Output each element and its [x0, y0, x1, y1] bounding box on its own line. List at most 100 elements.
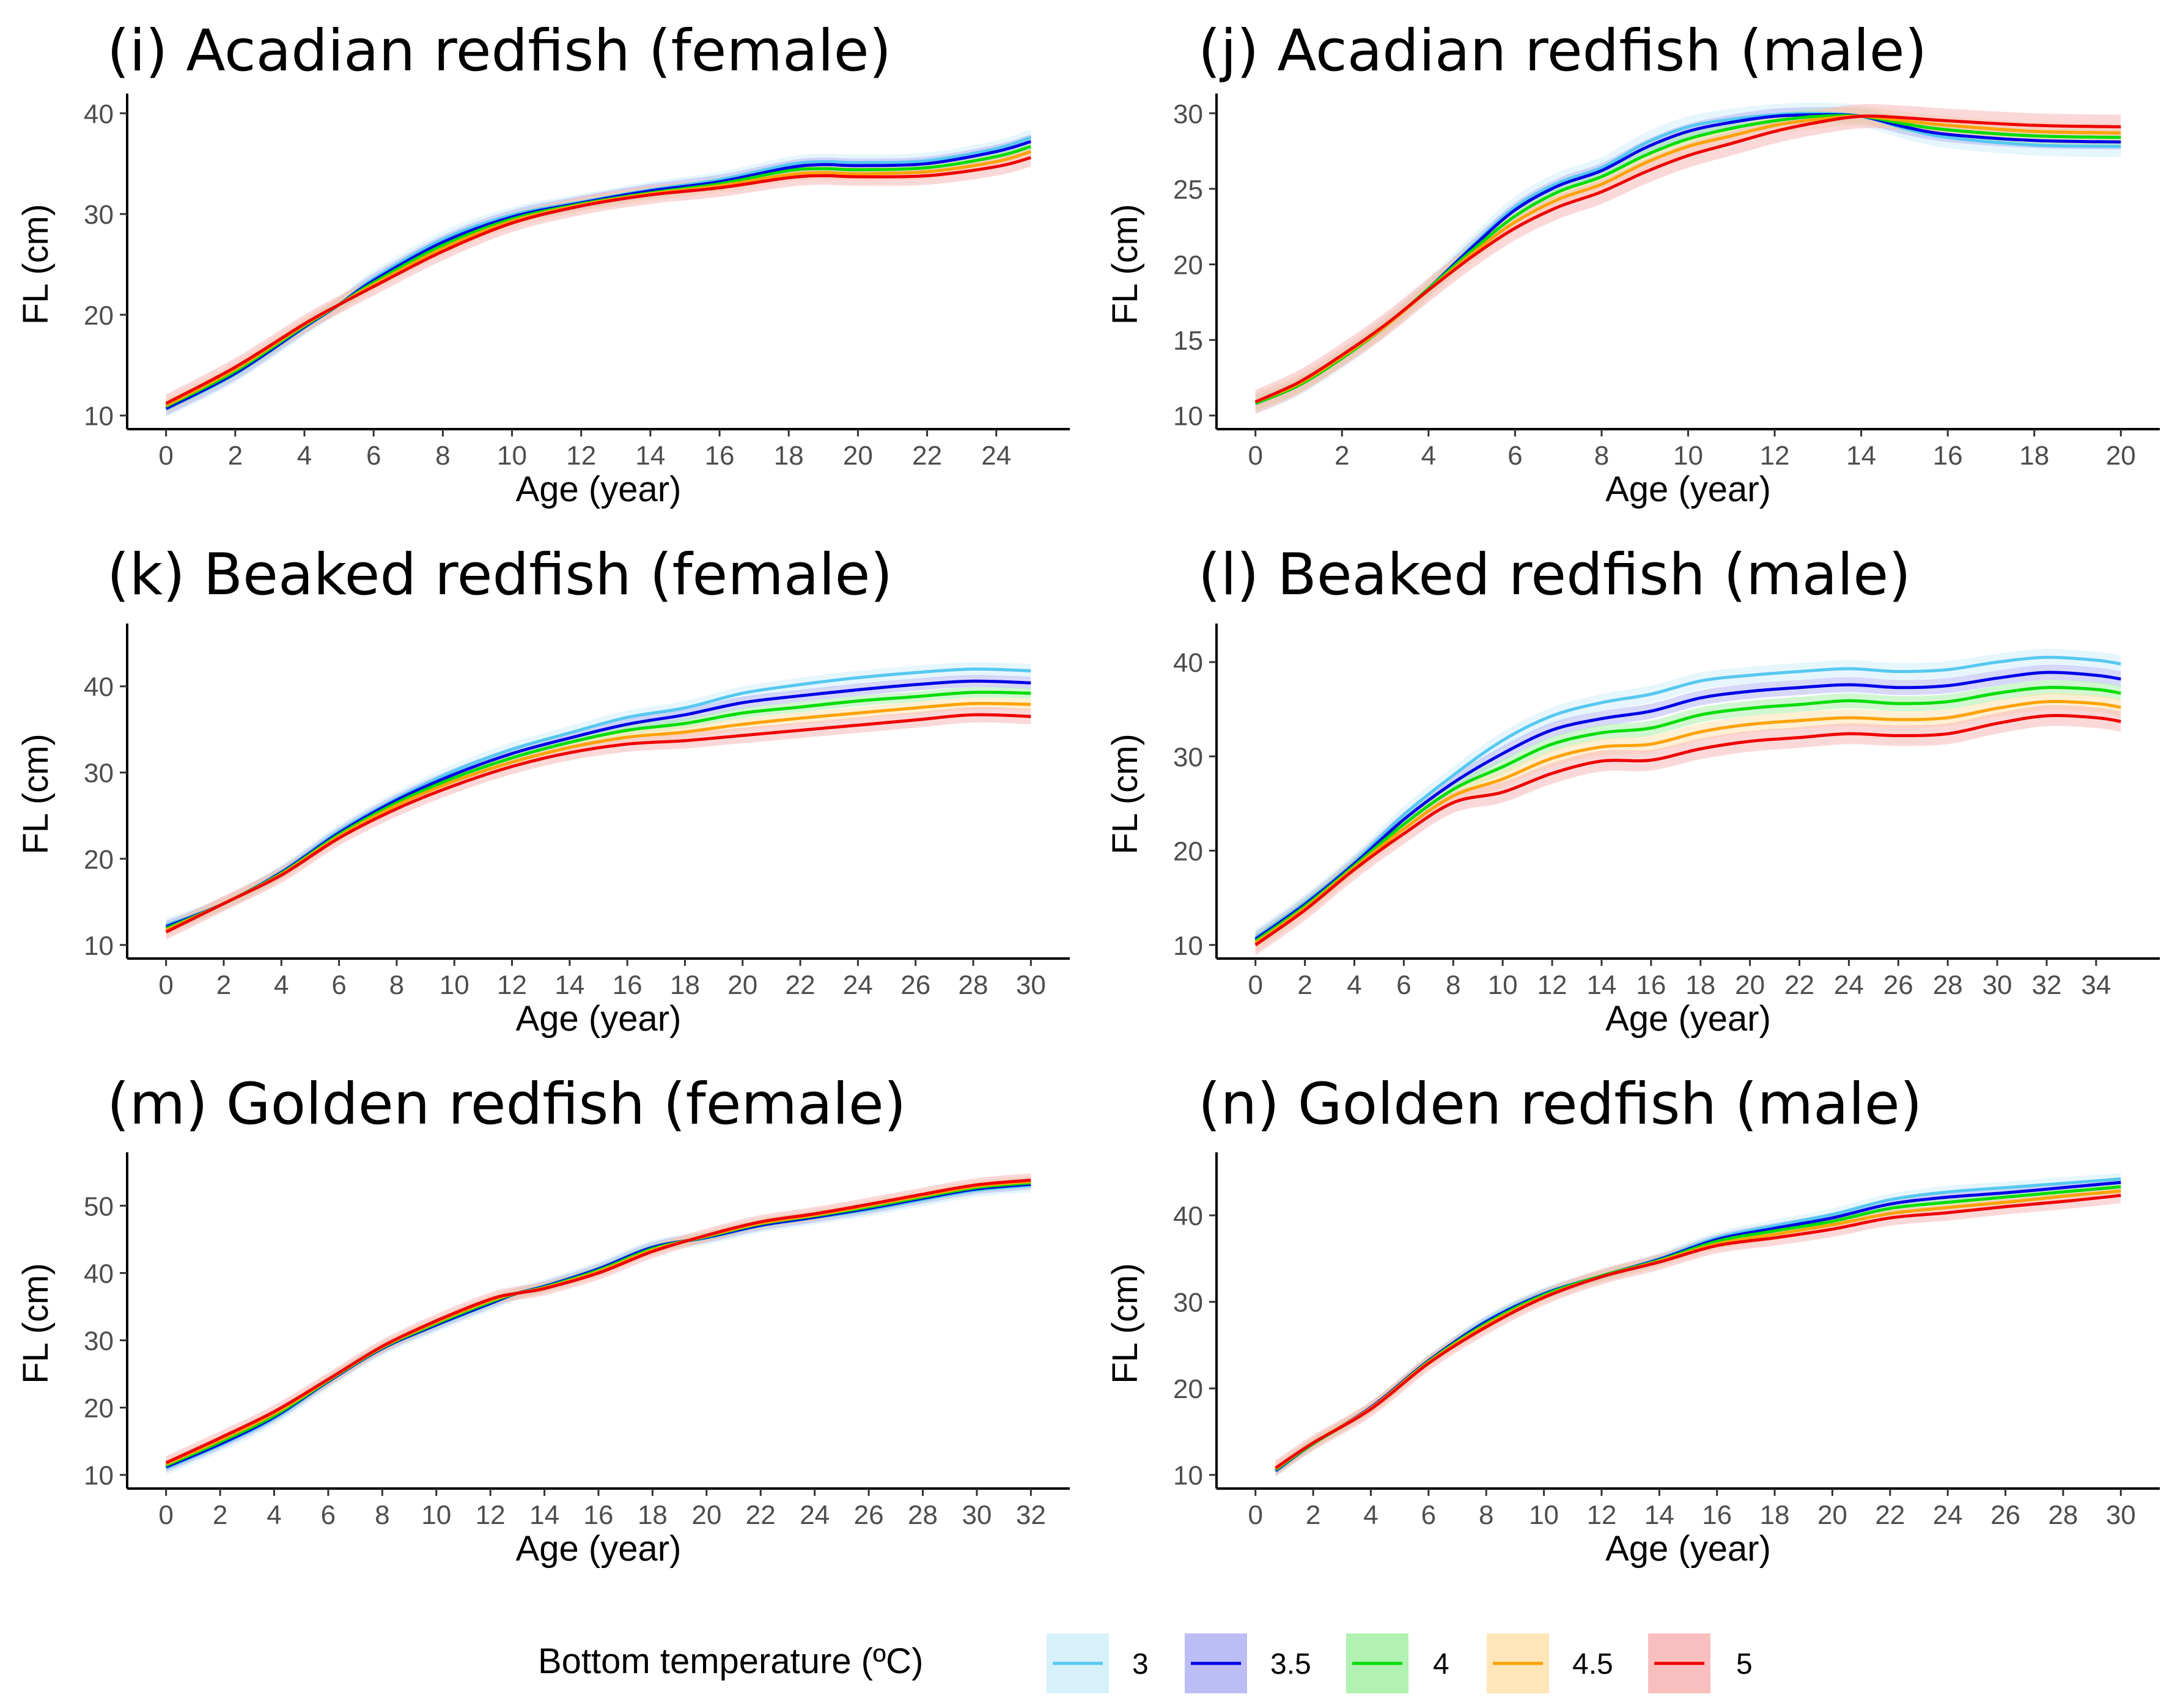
- confidence-band-5: [166, 707, 1031, 940]
- legend-label: 4.5: [1572, 1648, 1613, 1680]
- y-axis-title: FL (cm): [16, 734, 56, 855]
- x-tick-label: 28: [959, 970, 988, 1000]
- x-tick-label: 22: [1784, 970, 1814, 1000]
- x-tick-label: 4: [274, 970, 289, 1000]
- x-tick-label: 26: [1883, 970, 1913, 1000]
- x-tick-label: 2: [213, 1500, 227, 1530]
- x-tick-label: 32: [1016, 1500, 1046, 1530]
- series-group: [1254, 102, 2121, 414]
- y-tick-label: 25: [1173, 175, 1203, 205]
- panel-title: (m) Golden redfish (female): [107, 1071, 906, 1138]
- x-axis-title: Age (year): [516, 999, 682, 1039]
- x-axis-title: Age (year): [516, 469, 682, 509]
- confidence-band-5: [1255, 705, 2121, 955]
- x-tick-label: 20: [727, 970, 757, 1000]
- x-tick-label: 8: [1594, 441, 1609, 471]
- y-tick-label: 30: [1173, 1288, 1203, 1318]
- x-tick-label: 20: [843, 441, 873, 471]
- x-tick-label: 30: [1982, 970, 2012, 1000]
- x-tick-label: 22: [1875, 1500, 1905, 1530]
- x-tick-label: 16: [584, 1500, 614, 1530]
- series-group: [165, 129, 1032, 418]
- y-tick-label: 10: [1173, 402, 1203, 432]
- series-line-3: [1254, 655, 2121, 939]
- x-tick-label: 14: [1846, 441, 1876, 471]
- legend-key-4: 4: [1346, 1633, 1449, 1693]
- y-tick-label: 50: [84, 1191, 114, 1221]
- panel-3: (k) Beaked redfish (female)0 2 4 6 8 10 12 14 16…: [16, 542, 1070, 1039]
- x-axis-title: Age (year): [1605, 1529, 1771, 1569]
- y-tick-label: 20: [84, 1394, 114, 1424]
- x-tick-label: 6: [1396, 970, 1411, 1000]
- x-tick-label: 18: [670, 970, 700, 1000]
- x-tick-label: 18: [638, 1500, 668, 1530]
- x-tick-label: 26: [900, 970, 930, 1000]
- x-tick-label: 24: [843, 970, 873, 1000]
- legend-key-3: 3: [1047, 1633, 1149, 1693]
- x-axis-title: Age (year): [516, 1529, 682, 1569]
- y-tick-label: 40: [1173, 648, 1203, 678]
- x-tick-label: 4: [1363, 1500, 1378, 1530]
- y-tick-label: 30: [84, 759, 114, 789]
- y-tick-label: 30: [1173, 99, 1203, 129]
- x-tick-label: 10: [440, 970, 469, 1000]
- x-tick-label: 20: [691, 1500, 721, 1530]
- x-axis-title: Age (year): [1605, 999, 1771, 1039]
- x-tick-label: 16: [705, 441, 735, 471]
- x-tick-label: 2: [1334, 441, 1349, 471]
- y-tick-label: 20: [1173, 837, 1203, 867]
- panel-title: (j) Acadian redfish (male): [1198, 18, 1927, 84]
- x-tick-label: 4: [1347, 970, 1361, 1000]
- x-axis-title: Age (year): [1605, 469, 1771, 509]
- x-tick-label: 10: [1673, 441, 1703, 471]
- x-tick-label: 30: [1016, 970, 1046, 1000]
- x-tick-label: 30: [962, 1500, 992, 1530]
- x-tick-label: 22: [786, 970, 815, 1000]
- x-tick-label: 34: [2081, 970, 2111, 1000]
- x-tick-label: 6: [1421, 1500, 1436, 1530]
- y-tick-label: 40: [84, 99, 114, 129]
- x-tick-label: 24: [1834, 970, 1864, 1000]
- y-tick-label: 10: [84, 402, 114, 432]
- y-axis-title: FL (cm): [16, 204, 56, 325]
- panel-title: (k) Beaked redfish (female): [107, 542, 893, 608]
- series-line-3.5: [1254, 671, 2121, 941]
- x-tick-label: 10: [497, 441, 527, 471]
- x-tick-label: 0: [1248, 1500, 1262, 1530]
- legend-key-5: 5: [1648, 1633, 1753, 1693]
- x-tick-label: 0: [158, 441, 173, 471]
- x-tick-label: 16: [613, 970, 642, 1000]
- x-tick-label: 26: [854, 1500, 884, 1530]
- series-line-5: [165, 156, 1031, 405]
- legend-key-4.5: 4.5: [1487, 1633, 1613, 1693]
- y-tick-label: 10: [84, 931, 114, 961]
- x-tick-label: 20: [1735, 970, 1765, 1000]
- y-tick-label: 20: [84, 301, 114, 331]
- x-tick-label: 12: [566, 441, 596, 471]
- x-tick-label: 6: [321, 1500, 336, 1530]
- y-axis-title: FL (cm): [1105, 204, 1145, 325]
- y-axis-title: FL (cm): [16, 1263, 56, 1384]
- x-tick-label: 22: [746, 1500, 776, 1530]
- x-tick-label: 20: [2106, 441, 2136, 471]
- y-tick-label: 20: [1173, 1374, 1203, 1404]
- x-tick-label: 28: [1933, 970, 1963, 1000]
- panel-title: (i) Acadian redfish (female): [107, 18, 891, 84]
- x-tick-label: 22: [912, 441, 942, 471]
- series-group: [165, 1173, 1031, 1475]
- x-tick-label: 8: [435, 441, 450, 471]
- x-tick-label: 0: [1248, 970, 1262, 1000]
- x-tick-label: 12: [1760, 441, 1790, 471]
- panel-6: (n) Golden redfish (male)0 2 4 6 8 10 12 14 16 18…: [1105, 1071, 2160, 1569]
- x-tick-label: 16: [1636, 970, 1666, 1000]
- series-line-5: [1254, 714, 2121, 946]
- x-tick-label: 0: [1248, 441, 1262, 471]
- x-tick-label: 14: [1586, 970, 1616, 1000]
- legend-key-3.5: 3.5: [1185, 1633, 1311, 1693]
- y-tick-label: 40: [84, 672, 114, 702]
- x-tick-label: 16: [1933, 441, 1963, 471]
- y-tick-label: 10: [84, 1461, 114, 1491]
- x-tick-label: 4: [297, 441, 312, 471]
- y-axis-title: FL (cm): [1105, 1263, 1145, 1384]
- legend-label: 3.5: [1270, 1648, 1311, 1680]
